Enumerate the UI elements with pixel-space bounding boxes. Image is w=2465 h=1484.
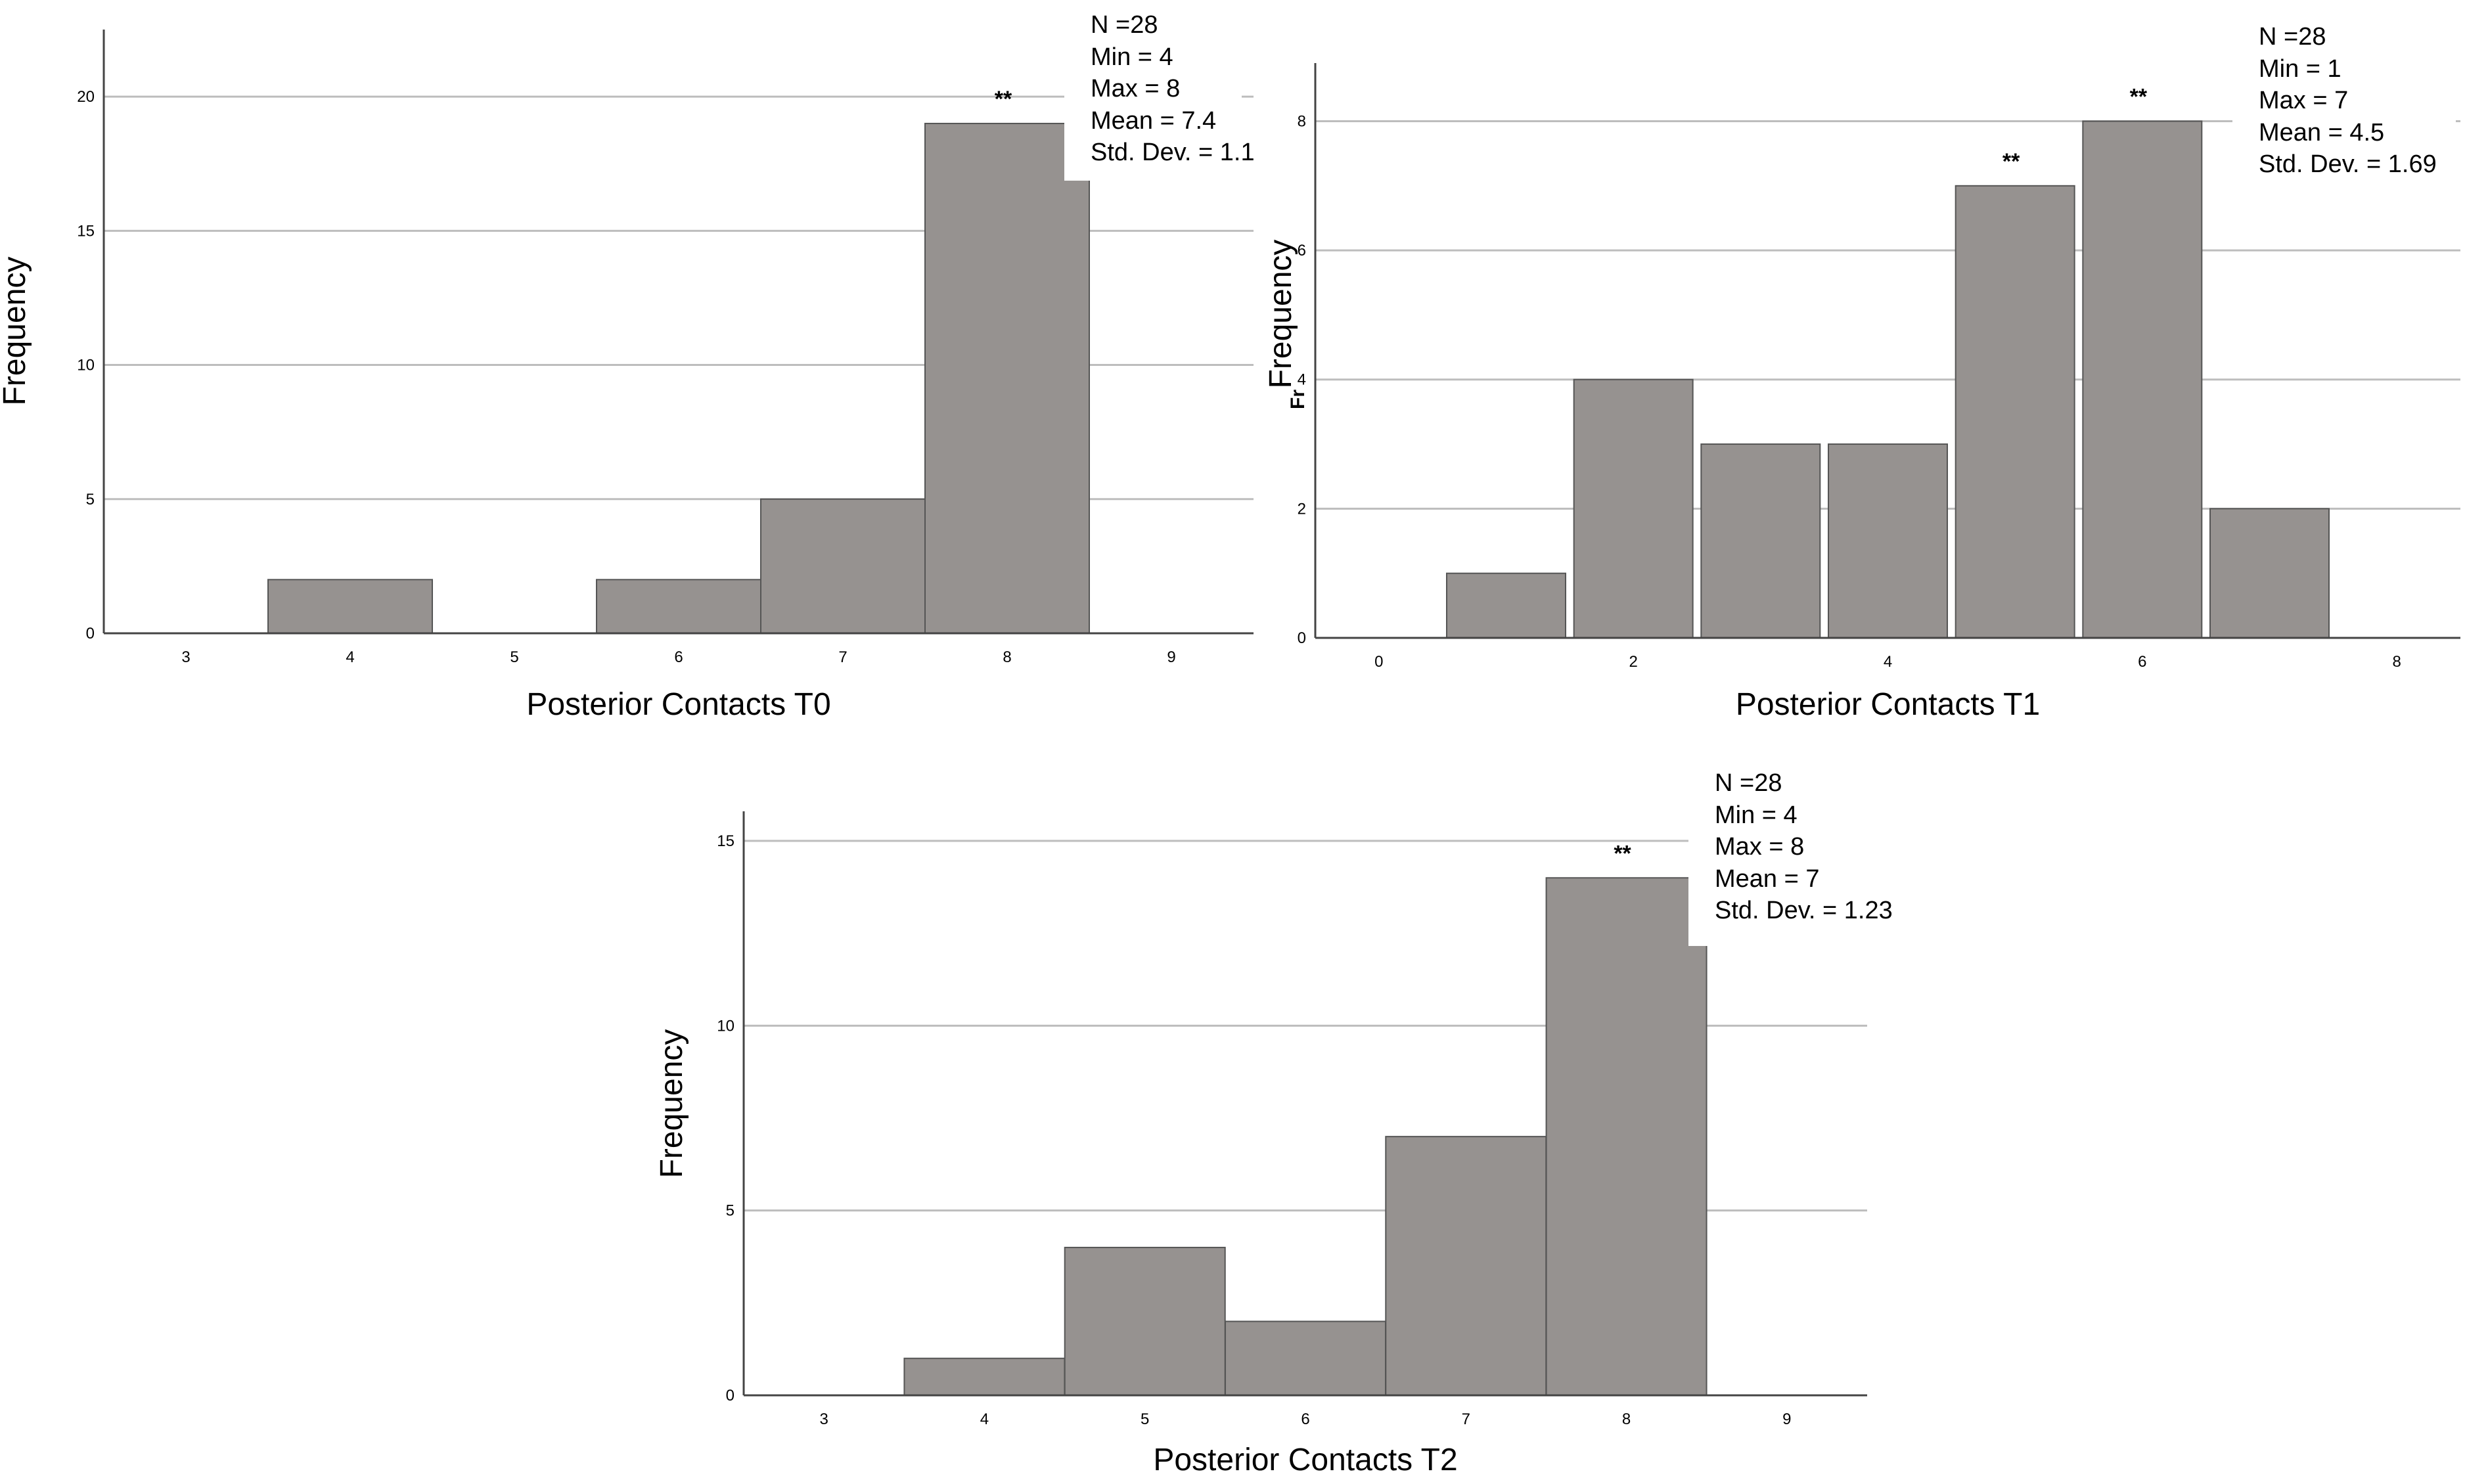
x-tick-label: 2 bbox=[1629, 653, 1637, 671]
y-tick-label: 0 bbox=[86, 625, 95, 642]
x-tick-label: 4 bbox=[980, 1410, 989, 1428]
x-tick-label: 9 bbox=[1782, 1410, 1791, 1428]
x-tick-label: 5 bbox=[510, 648, 518, 666]
stats-std-dev: Std. Dev. = 1.69 bbox=[2259, 150, 2437, 178]
histogram-bar bbox=[1064, 1246, 1226, 1397]
histogram-bar bbox=[1700, 443, 1821, 639]
stats-mean: Mean = 7.4 bbox=[1091, 106, 1217, 135]
stats-box-background bbox=[1688, 765, 1932, 946]
x-tick-label: 8 bbox=[2392, 653, 2401, 671]
significance-marker: ** bbox=[2130, 84, 2148, 109]
x-tick-label: 0 bbox=[1374, 653, 1383, 671]
x-tick-label: 7 bbox=[1462, 1410, 1470, 1428]
y-tick-label: 2 bbox=[1298, 500, 1306, 518]
stats-box-t1: N =28 Min = 1 Max = 7 Mean = 4.5 Std. De… bbox=[2259, 21, 2437, 181]
histogram-bar bbox=[1545, 877, 1707, 1396]
y-axis-title: Frequency bbox=[1263, 240, 1298, 389]
histogram-bar bbox=[1225, 1320, 1386, 1397]
x-tick-label: 9 bbox=[1167, 648, 1175, 666]
y-tick-label: 5 bbox=[726, 1202, 735, 1220]
significance-marker: ** bbox=[995, 87, 1012, 112]
x-tick-label: 6 bbox=[1301, 1410, 1309, 1428]
histogram-bar bbox=[2082, 120, 2203, 639]
y-tick-label: 8 bbox=[1298, 112, 1306, 130]
y-axis-title: Frequency bbox=[0, 257, 32, 406]
x-tick-label: 8 bbox=[1003, 648, 1011, 666]
x-tick-label: 3 bbox=[181, 648, 190, 666]
y-tick-label: 10 bbox=[717, 1017, 735, 1035]
x-tick-label: 4 bbox=[346, 648, 354, 666]
x-tick-label: 5 bbox=[1141, 1410, 1149, 1428]
stats-box-background bbox=[1064, 20, 1242, 181]
y-tick-label: 0 bbox=[726, 1387, 735, 1405]
x-axis-title: Posterior Contacts T1 bbox=[1736, 687, 2040, 722]
y-tick-label: 5 bbox=[86, 491, 95, 508]
histogram-bar bbox=[1955, 185, 2075, 639]
stats-std-dev: Std. Dev. = 1.1 bbox=[1091, 139, 1255, 166]
stats-mean: Mean = 4.5 bbox=[2259, 118, 2385, 146]
x-tick-label: 6 bbox=[674, 648, 683, 666]
x-tick-label: 7 bbox=[838, 648, 847, 666]
y-tick-label: 15 bbox=[77, 222, 95, 240]
histogram-bar bbox=[2209, 508, 2330, 639]
histogram-bar bbox=[1446, 572, 1566, 639]
stats-mean: Mean = 7 bbox=[1715, 865, 1820, 893]
stats-max: Max = 8 bbox=[1715, 833, 1805, 861]
stats-std-dev: Std. Dev. = 1.23 bbox=[1715, 897, 1893, 924]
stats-min: Min = 4 bbox=[1715, 801, 1798, 829]
stats-n: N =28 bbox=[1715, 769, 1782, 797]
histogram-bar bbox=[1573, 378, 1694, 639]
significance-marker: ** bbox=[2002, 149, 2020, 174]
x-axis-title: Posterior Contacts T2 bbox=[1153, 1443, 1457, 1477]
histogram-bar bbox=[267, 579, 433, 634]
y-tick-label: 0 bbox=[1298, 629, 1306, 647]
stats-min: Min = 1 bbox=[2259, 55, 2341, 83]
stats-max: Max = 7 bbox=[2259, 87, 2349, 114]
stats-box-background bbox=[2232, 20, 2456, 181]
y-axis-title-fragment: Fr bbox=[1287, 390, 1309, 409]
x-axis-title: Posterior Contacts T0 bbox=[526, 687, 830, 722]
significance-marker: ** bbox=[1614, 841, 1631, 866]
stats-box-t0: N =28 Min = 4 Max = 8 Mean = 7.4 Std. De… bbox=[1091, 9, 1255, 169]
stats-min: Min = 4 bbox=[1091, 43, 1173, 71]
stats-box-t2: N =28 Min = 4 Max = 8 Mean = 7 Std. Dev.… bbox=[1715, 767, 1893, 927]
y-tick-label: 20 bbox=[77, 88, 95, 106]
histogram-bar bbox=[760, 498, 926, 634]
histogram-bar bbox=[1385, 1136, 1547, 1397]
x-tick-label: 8 bbox=[1622, 1410, 1631, 1428]
y-tick-label: 10 bbox=[77, 357, 95, 374]
y-axis-title: Frequency bbox=[654, 1029, 689, 1179]
y-tick-label: 15 bbox=[717, 832, 735, 850]
x-tick-label: 4 bbox=[1884, 653, 1892, 671]
x-tick-label: 3 bbox=[819, 1410, 828, 1428]
histogram-bar bbox=[1828, 443, 1948, 639]
stats-n: N =28 bbox=[2259, 23, 2326, 51]
histogram-bar bbox=[596, 579, 761, 634]
histogram-bar bbox=[924, 122, 1090, 634]
stats-n: N =28 bbox=[1091, 11, 1158, 39]
stats-max: Max = 8 bbox=[1091, 75, 1181, 102]
y-tick-label: 4 bbox=[1298, 371, 1306, 389]
x-tick-label: 6 bbox=[2138, 653, 2146, 671]
histogram-bar bbox=[903, 1357, 1066, 1396]
y-tick-label: 6 bbox=[1298, 242, 1306, 259]
